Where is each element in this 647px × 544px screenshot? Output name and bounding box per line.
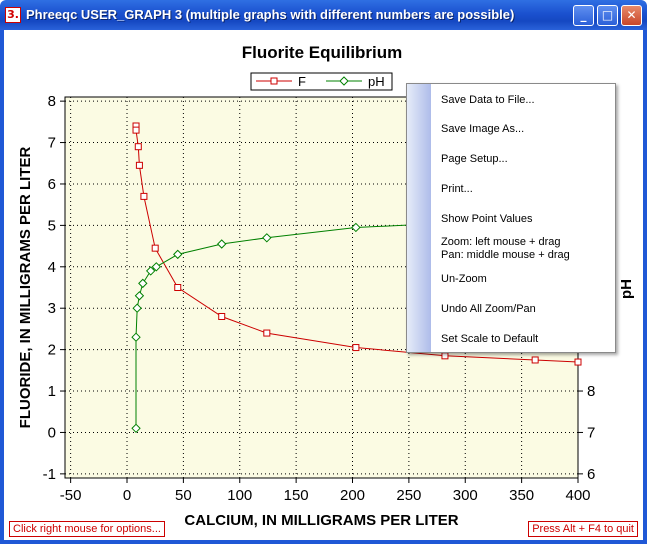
y-tick-label: 7 xyxy=(48,135,56,152)
data-point-F xyxy=(132,126,140,134)
data-point-F xyxy=(352,344,360,352)
y-tick-label: -1 xyxy=(43,466,56,483)
data-point-pH xyxy=(131,332,141,342)
y-tick-label: 4 xyxy=(48,259,56,276)
x-tick-label: 400 xyxy=(565,487,590,504)
legend-marker xyxy=(339,76,349,86)
menu-icon-strip xyxy=(407,84,431,352)
title-bar[interactable]: 3. Phreeqc USER_GRAPH 3 (multiple graphs… xyxy=(0,0,647,30)
window-title: Phreeqc USER_GRAPH 3 (multiple graphs wi… xyxy=(26,7,515,22)
data-point-F xyxy=(574,358,582,366)
legend-box xyxy=(250,72,393,91)
x-tick-label: 100 xyxy=(227,487,252,504)
menu-item-undo-all-zoom[interactable]: Undo All Zoom/Pan xyxy=(441,303,536,315)
y-tick-label: 0 xyxy=(48,424,56,441)
minimize-button[interactable]: _ xyxy=(573,5,594,26)
data-point-F xyxy=(263,329,271,337)
legend-marker xyxy=(270,77,278,85)
context-menu[interactable]: Save Data to File... Save Image As... Pa… xyxy=(406,83,616,353)
data-point-F xyxy=(134,143,142,151)
data-point-pH xyxy=(351,222,361,233)
status-hint-right: Press Alt + F4 to quit xyxy=(528,521,638,537)
data-point-F xyxy=(218,312,226,320)
menu-item-pan-help[interactable]: Pan: middle mouse + drag xyxy=(441,249,570,261)
data-point-pH xyxy=(217,239,227,249)
y-tick-label: 5 xyxy=(48,217,56,234)
data-point-pH xyxy=(132,303,142,313)
x-tick-label: 200 xyxy=(340,487,365,504)
menu-item-set-scale-default[interactable]: Set Scale to Default xyxy=(441,333,539,345)
data-point-F xyxy=(135,161,143,169)
x-tick-label: 250 xyxy=(396,487,421,504)
y-tick-label: 6 xyxy=(48,176,56,193)
menu-item-page-setup[interactable]: Page Setup... xyxy=(441,153,508,165)
y2-tick-label: 8 xyxy=(587,383,595,400)
menu-item-save-data[interactable]: Save Data to File... xyxy=(441,94,535,106)
y2-tick-label: 7 xyxy=(587,424,595,441)
x-tick-label: 0 xyxy=(123,487,131,504)
y-axis-label: FLUORIDE, IN MILLIGRAMS PER LITER xyxy=(17,147,34,429)
x-tick-label: 300 xyxy=(453,487,478,504)
y2-axis-label: pH xyxy=(618,279,635,299)
legend-label: F xyxy=(298,74,306,89)
data-point-pH xyxy=(145,266,156,276)
x-tick-label: 150 xyxy=(284,487,309,504)
menu-item-zoom-help[interactable]: Zoom: left mouse + drag xyxy=(441,236,561,248)
close-button[interactable]: ✕ xyxy=(621,5,642,26)
app-icon: 3. xyxy=(5,7,21,23)
status-hint-left: Click right mouse for options... xyxy=(9,521,165,537)
menu-item-print[interactable]: Print... xyxy=(441,183,473,195)
data-point-F xyxy=(174,284,182,291)
x-tick-label: 350 xyxy=(509,487,534,504)
data-point-pH xyxy=(262,233,272,243)
y-tick-label: 8 xyxy=(48,93,56,110)
x-tick-label: 50 xyxy=(175,487,192,504)
y-tick-label: 2 xyxy=(48,342,56,359)
maximize-button[interactable]: □ xyxy=(597,5,618,26)
data-point-F xyxy=(140,192,148,200)
data-point-F xyxy=(531,356,539,364)
data-point-pH xyxy=(151,262,162,272)
data-point-pH xyxy=(138,278,148,289)
data-point-pH xyxy=(131,423,141,434)
data-point-pH xyxy=(134,291,145,301)
data-point-F xyxy=(441,352,449,360)
menu-item-un-zoom[interactable]: Un-Zoom xyxy=(441,273,487,285)
data-point-F xyxy=(151,244,159,252)
chart-title: Fluorite Equilibrium xyxy=(242,43,403,62)
menu-item-save-image[interactable]: Save Image As... xyxy=(441,123,525,135)
data-point-pH xyxy=(173,249,183,260)
menu-item-show-point-values[interactable]: Show Point Values xyxy=(441,213,533,225)
y-tick-label: 3 xyxy=(48,300,56,317)
x-tick-label: -50 xyxy=(60,487,82,504)
y2-tick-label: 6 xyxy=(587,466,595,483)
x-axis-label: CALCIUM, IN MILLIGRAMS PER LITER xyxy=(184,512,458,529)
y-tick-label: 1 xyxy=(48,383,56,400)
legend-label: pH xyxy=(368,74,385,89)
